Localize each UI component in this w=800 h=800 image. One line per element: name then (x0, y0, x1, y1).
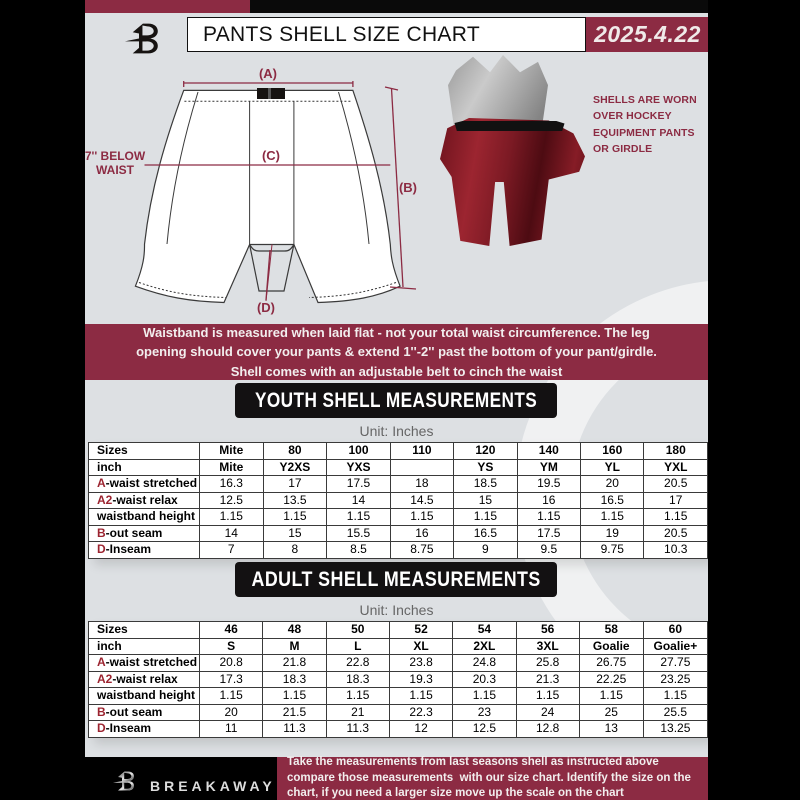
svg-text:7'' BELOW: 7'' BELOW (85, 149, 146, 163)
svg-text:(C): (C) (262, 148, 280, 163)
svg-text:(B): (B) (399, 180, 417, 195)
svg-text:WAIST: WAIST (96, 163, 135, 177)
svg-text:(A): (A) (259, 66, 277, 81)
svg-text:(D): (D) (257, 300, 275, 315)
